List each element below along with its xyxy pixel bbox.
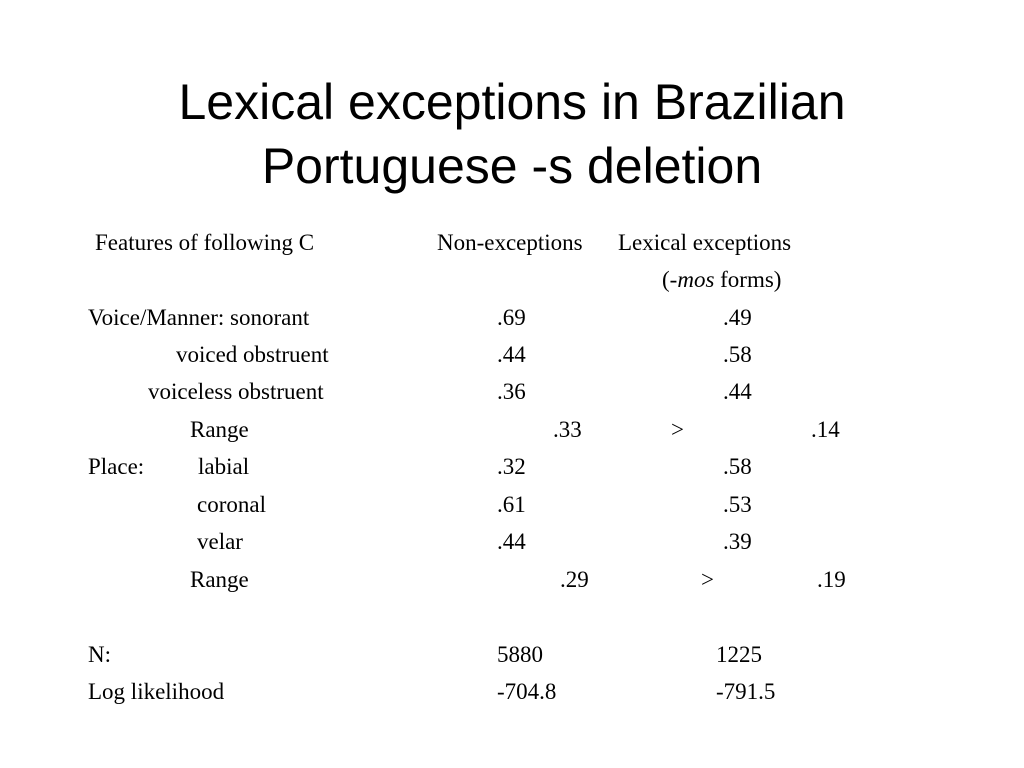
value-lex-voiceless: .44 [723,379,752,404]
row-prefix-place: Place: [88,454,145,479]
value-non-labial: .32 [497,454,526,479]
row-label-velar: velar [197,529,243,554]
value-lex-coronal: .53 [723,492,752,517]
value-lex-range-place: .19 [817,567,846,592]
row-label-range-manner: Range [190,417,249,442]
value-lex-voiced: .58 [723,342,752,367]
row-label-labial: labial [198,454,250,479]
row-label-coronal: coronal [197,492,266,517]
value-non-range-manner: .33 [553,417,582,442]
row-label-sonorant: Voice/Manner: sonorant [88,305,310,330]
row-label-voiceless-obstruent: voiceless obstruent [148,379,324,404]
slide-title: Lexical exceptions in Brazilian Portugue… [0,70,1024,198]
value-lex-n: 1225 [716,642,762,667]
value-lex-labial: .58 [723,454,752,479]
value-lex-velar: .39 [723,529,752,554]
value-non-voiced: .44 [497,342,526,367]
header-lexical-exceptions: Lexical exceptions [618,230,792,255]
header-mos-forms: (-mos forms) [662,267,782,292]
value-non-sonorant: .69 [497,305,526,330]
row-label-log-likelihood: Log likelihood [88,679,225,704]
value-non-n: 5880 [497,642,543,667]
value-lex-range-manner: .14 [811,417,840,442]
value-non-coronal: .61 [497,492,526,517]
title-line-1: Lexical exceptions in Brazilian [178,74,846,130]
value-non-range-place: .29 [560,567,589,592]
value-non-voiceless: .36 [497,379,526,404]
greater-than-manner: > [671,417,684,442]
value-lex-sonorant: .49 [723,305,752,330]
row-label-n: N: [88,642,111,667]
header-features: Features of following C [95,230,315,255]
value-non-log-likelihood: -704.8 [497,679,557,704]
row-label-voiced-obstruent: voiced obstruent [176,342,329,367]
greater-than-place: > [701,567,714,592]
value-lex-log-likelihood: -791.5 [716,679,776,704]
title-line-2: Portuguese -s deletion [261,138,763,194]
row-label-range-place: Range [190,567,249,592]
value-non-velar: .44 [497,529,526,554]
header-non-exceptions: Non-exceptions [437,230,583,255]
